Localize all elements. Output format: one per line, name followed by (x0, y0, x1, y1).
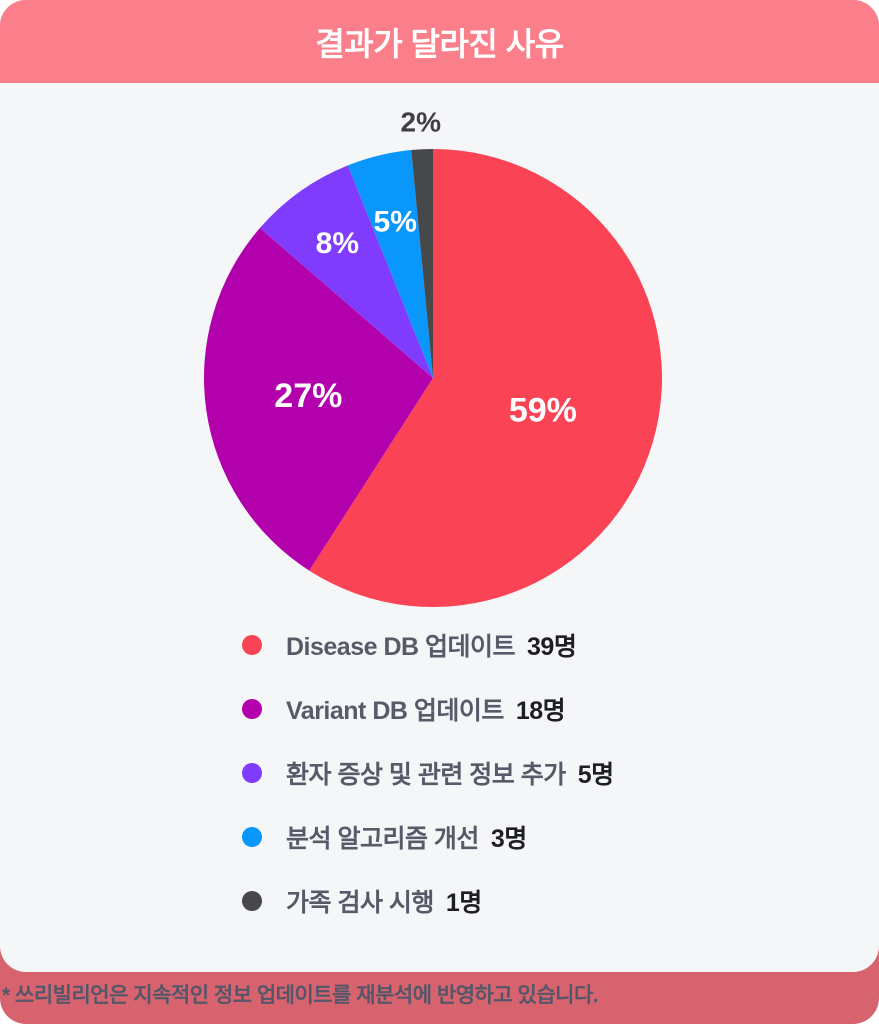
pie-slice (204, 228, 433, 571)
pie-slice (347, 150, 433, 378)
legend-count: 39명 (527, 633, 577, 661)
legend-label: Variant DB 업데이트 (286, 697, 504, 725)
footer-note: * 쓰리빌리언은 지속적인 정보 업데이트를 재분석에 반영하고 있습니다. (2, 984, 599, 1007)
pie-percent-label: 27% (274, 377, 342, 415)
legend-label: Disease DB 업데이트 (286, 633, 516, 661)
legend-label: 가족 검사 시행 (286, 889, 434, 917)
legend-dot-icon (242, 827, 262, 847)
legend-item: 분석 알고리즘 개선 3명 (242, 815, 614, 859)
pie-percent-label: 59% (509, 391, 577, 429)
legend-dot-icon (242, 763, 262, 783)
legend-item: Disease DB 업데이트 39명 (242, 623, 614, 667)
legend-label: 환자 증상 및 관련 정보 추가 (286, 761, 566, 789)
legend-item: 환자 증상 및 관련 정보 추가 5명 (242, 751, 614, 795)
legend-count: 3명 (490, 825, 527, 853)
page-title: 결과가 달라진 사유 (315, 25, 564, 62)
legend-label: 분석 알고리즘 개선 (286, 825, 479, 853)
legend-dot-icon (242, 699, 262, 719)
legend-count: 5명 (577, 761, 614, 789)
legend-dot-icon (242, 891, 262, 911)
header-band: 결과가 달라진 사유 (0, 0, 879, 83)
pie-percent-label: 8% (316, 227, 359, 260)
pie-slice (309, 149, 663, 607)
pie-percent-label: 5% (374, 206, 417, 239)
pie-chart: 59% 27% 8% 5% 2% (198, 106, 668, 613)
legend-count: 1명 (445, 889, 482, 917)
legend-item: 가족 검사 시행 1명 (242, 879, 614, 923)
pie-percent-label: 2% (401, 106, 442, 137)
legend-count: 18명 (515, 697, 566, 725)
legend-dot-icon (242, 635, 262, 655)
footer-band: * 쓰리빌리언은 지속적인 정보 업데이트를 재분석에 반영하고 있습니다. (0, 972, 879, 1024)
legend: Disease DB 업데이트 39명 Variant DB 업데이트 18명 … (242, 623, 614, 923)
legend-item: Variant DB 업데이트 18명 (242, 687, 614, 731)
chart-card: 59% 27% 8% 5% 2% Disease DB 업데이트 39명 Variant… (0, 83, 879, 972)
pie-slice (259, 165, 433, 378)
pie-slice (411, 149, 433, 378)
pie-chart-svg: 59% 27% 8% 5% 2% (204, 106, 663, 607)
